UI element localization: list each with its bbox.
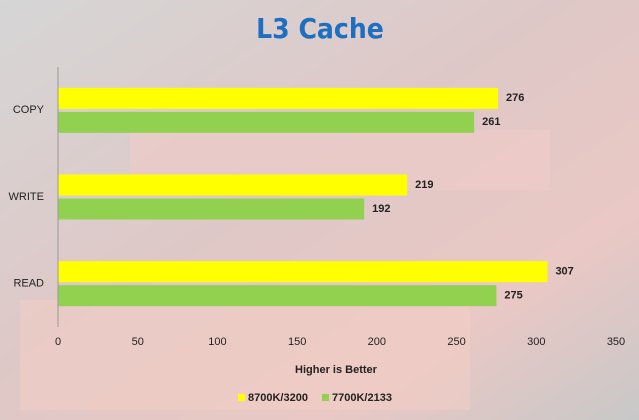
legend-swatch [238,394,245,401]
x-tick-label: 350 [607,336,625,348]
y-tick-label: WRITE [9,191,44,203]
x-tick-label: 150 [288,336,306,348]
value-label: 219 [415,179,433,191]
value-label: 275 [504,290,522,302]
bar [58,198,365,220]
bar [58,261,548,283]
bar [58,87,499,109]
value-label: 261 [482,116,500,128]
value-label: 276 [506,92,524,104]
x-tick-label: 50 [132,336,144,348]
chart-title: L3 Cache [256,12,384,45]
x-tick-label: 250 [447,336,465,348]
legend-label: 7700K/2133 [332,392,392,404]
x-tick-label: 100 [208,336,226,348]
bar [58,285,497,307]
x-tick-label: 300 [527,336,545,348]
bar [58,111,475,133]
x-axis-label: Higher is Better [295,364,378,376]
value-label: 192 [372,203,390,215]
x-tick-label: 200 [368,336,386,348]
legend-label: 8700K/3200 [248,392,308,404]
y-tick-label: COPY [13,104,45,116]
legend-swatch [322,394,329,401]
x-tick-label: 0 [55,336,61,348]
y-tick-label: READ [13,278,44,290]
bar [58,174,408,196]
value-label: 307 [555,266,573,278]
